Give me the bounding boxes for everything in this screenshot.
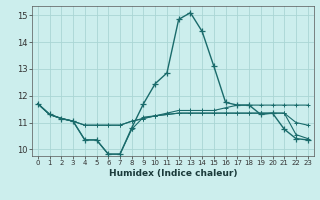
X-axis label: Humidex (Indice chaleur): Humidex (Indice chaleur) <box>108 169 237 178</box>
